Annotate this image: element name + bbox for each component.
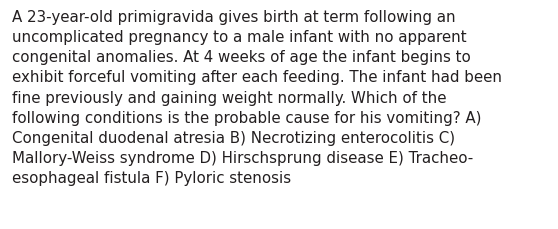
Text: A 23-year-old primigravida gives birth at term following an
uncomplicated pregna: A 23-year-old primigravida gives birth a…: [12, 10, 502, 185]
